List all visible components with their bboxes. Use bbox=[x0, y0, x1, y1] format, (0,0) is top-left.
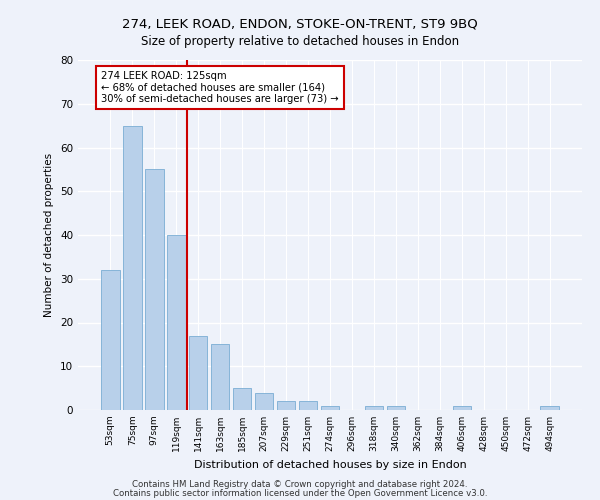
Text: Contains public sector information licensed under the Open Government Licence v3: Contains public sector information licen… bbox=[113, 489, 487, 498]
Bar bbox=[211, 344, 229, 410]
Y-axis label: Number of detached properties: Number of detached properties bbox=[44, 153, 55, 317]
Bar bbox=[320, 406, 340, 410]
Text: Size of property relative to detached houses in Endon: Size of property relative to detached ho… bbox=[141, 35, 459, 48]
X-axis label: Distribution of detached houses by size in Endon: Distribution of detached houses by size … bbox=[194, 460, 466, 469]
Text: Contains HM Land Registry data © Crown copyright and database right 2024.: Contains HM Land Registry data © Crown c… bbox=[132, 480, 468, 489]
Bar bbox=[233, 388, 251, 410]
Bar bbox=[541, 406, 559, 410]
Bar bbox=[101, 270, 119, 410]
Text: 274, LEEK ROAD, ENDON, STOKE-ON-TRENT, ST9 9BQ: 274, LEEK ROAD, ENDON, STOKE-ON-TRENT, S… bbox=[122, 18, 478, 30]
Bar bbox=[255, 392, 274, 410]
Bar bbox=[277, 401, 295, 410]
Text: 274 LEEK ROAD: 125sqm
← 68% of detached houses are smaller (164)
30% of semi-det: 274 LEEK ROAD: 125sqm ← 68% of detached … bbox=[101, 71, 339, 104]
Bar bbox=[452, 406, 471, 410]
Bar bbox=[365, 406, 383, 410]
Bar bbox=[386, 406, 405, 410]
Bar bbox=[299, 401, 317, 410]
Bar bbox=[123, 126, 142, 410]
Bar bbox=[167, 235, 185, 410]
Bar bbox=[145, 170, 164, 410]
Bar bbox=[189, 336, 208, 410]
